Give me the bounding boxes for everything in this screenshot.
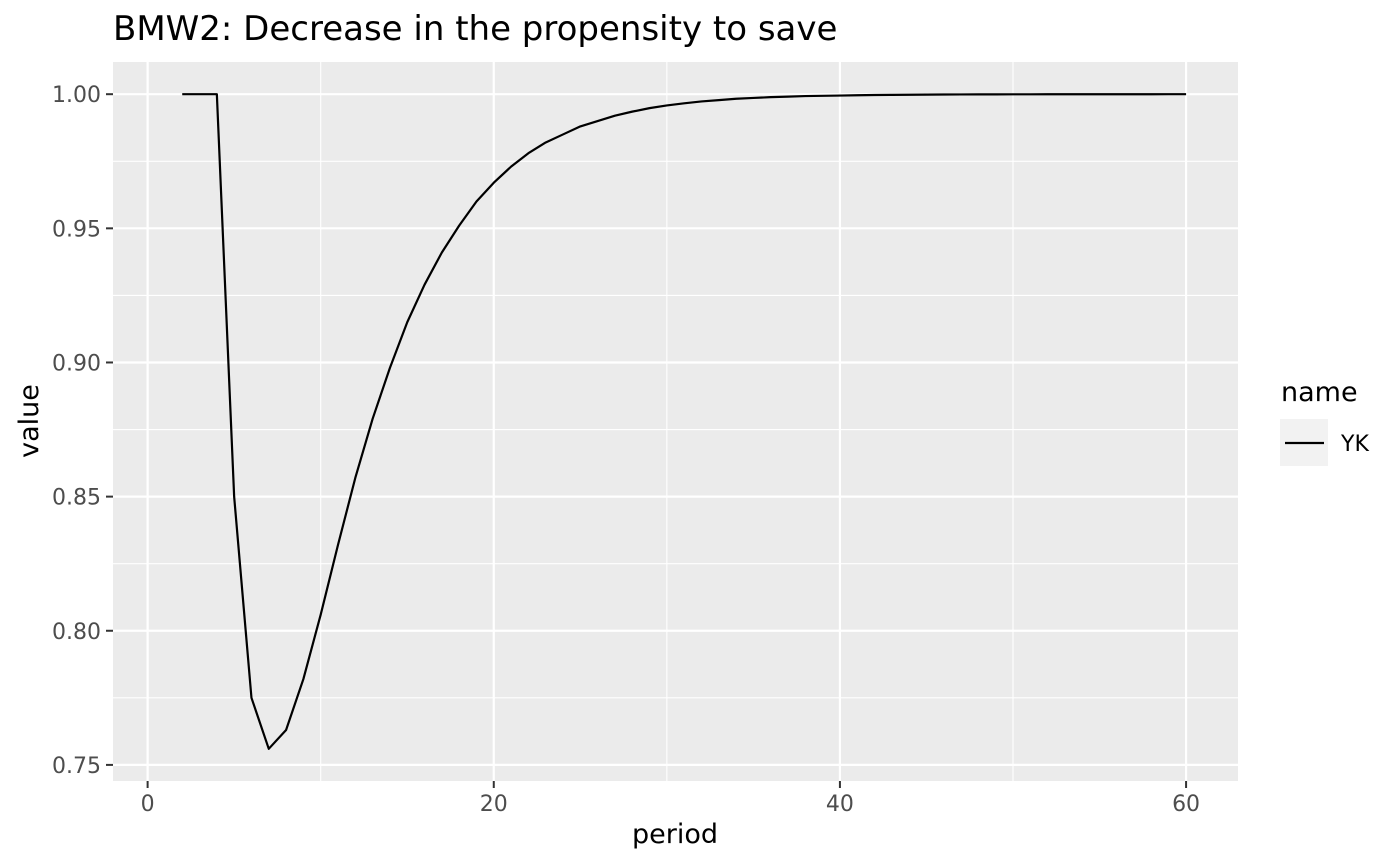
series-layer [182,93,1187,750]
y-tick-label: 1.00 [52,83,101,108]
x-axis-title: period [632,819,718,850]
plot-panel [113,62,1238,781]
grid-lines [113,62,1238,781]
y-tick-label: 0.80 [52,620,101,645]
y-tick-label: 0.90 [52,351,101,376]
y-tick-label: 0.95 [52,217,101,242]
series-line-yk [182,93,1187,750]
x-tick-label: 0 [141,792,155,817]
axis-ticks: 0 20 40 60 0.75 0.80 0.85 0.90 0.95 1.00 [52,83,1200,817]
legend-label-yk: YK [1340,432,1369,457]
x-tick-label: 40 [826,792,854,817]
y-tick-label: 0.85 [52,486,101,511]
x-tick-label: 60 [1172,792,1200,817]
x-tick-label: 20 [480,792,508,817]
chart-title: BMW2: Decrease in the propensity to save [113,9,837,49]
y-axis-title: value [14,384,45,458]
y-tick-label: 0.75 [52,754,101,779]
legend-title: name [1281,377,1358,408]
legend: name YK [1280,377,1369,466]
